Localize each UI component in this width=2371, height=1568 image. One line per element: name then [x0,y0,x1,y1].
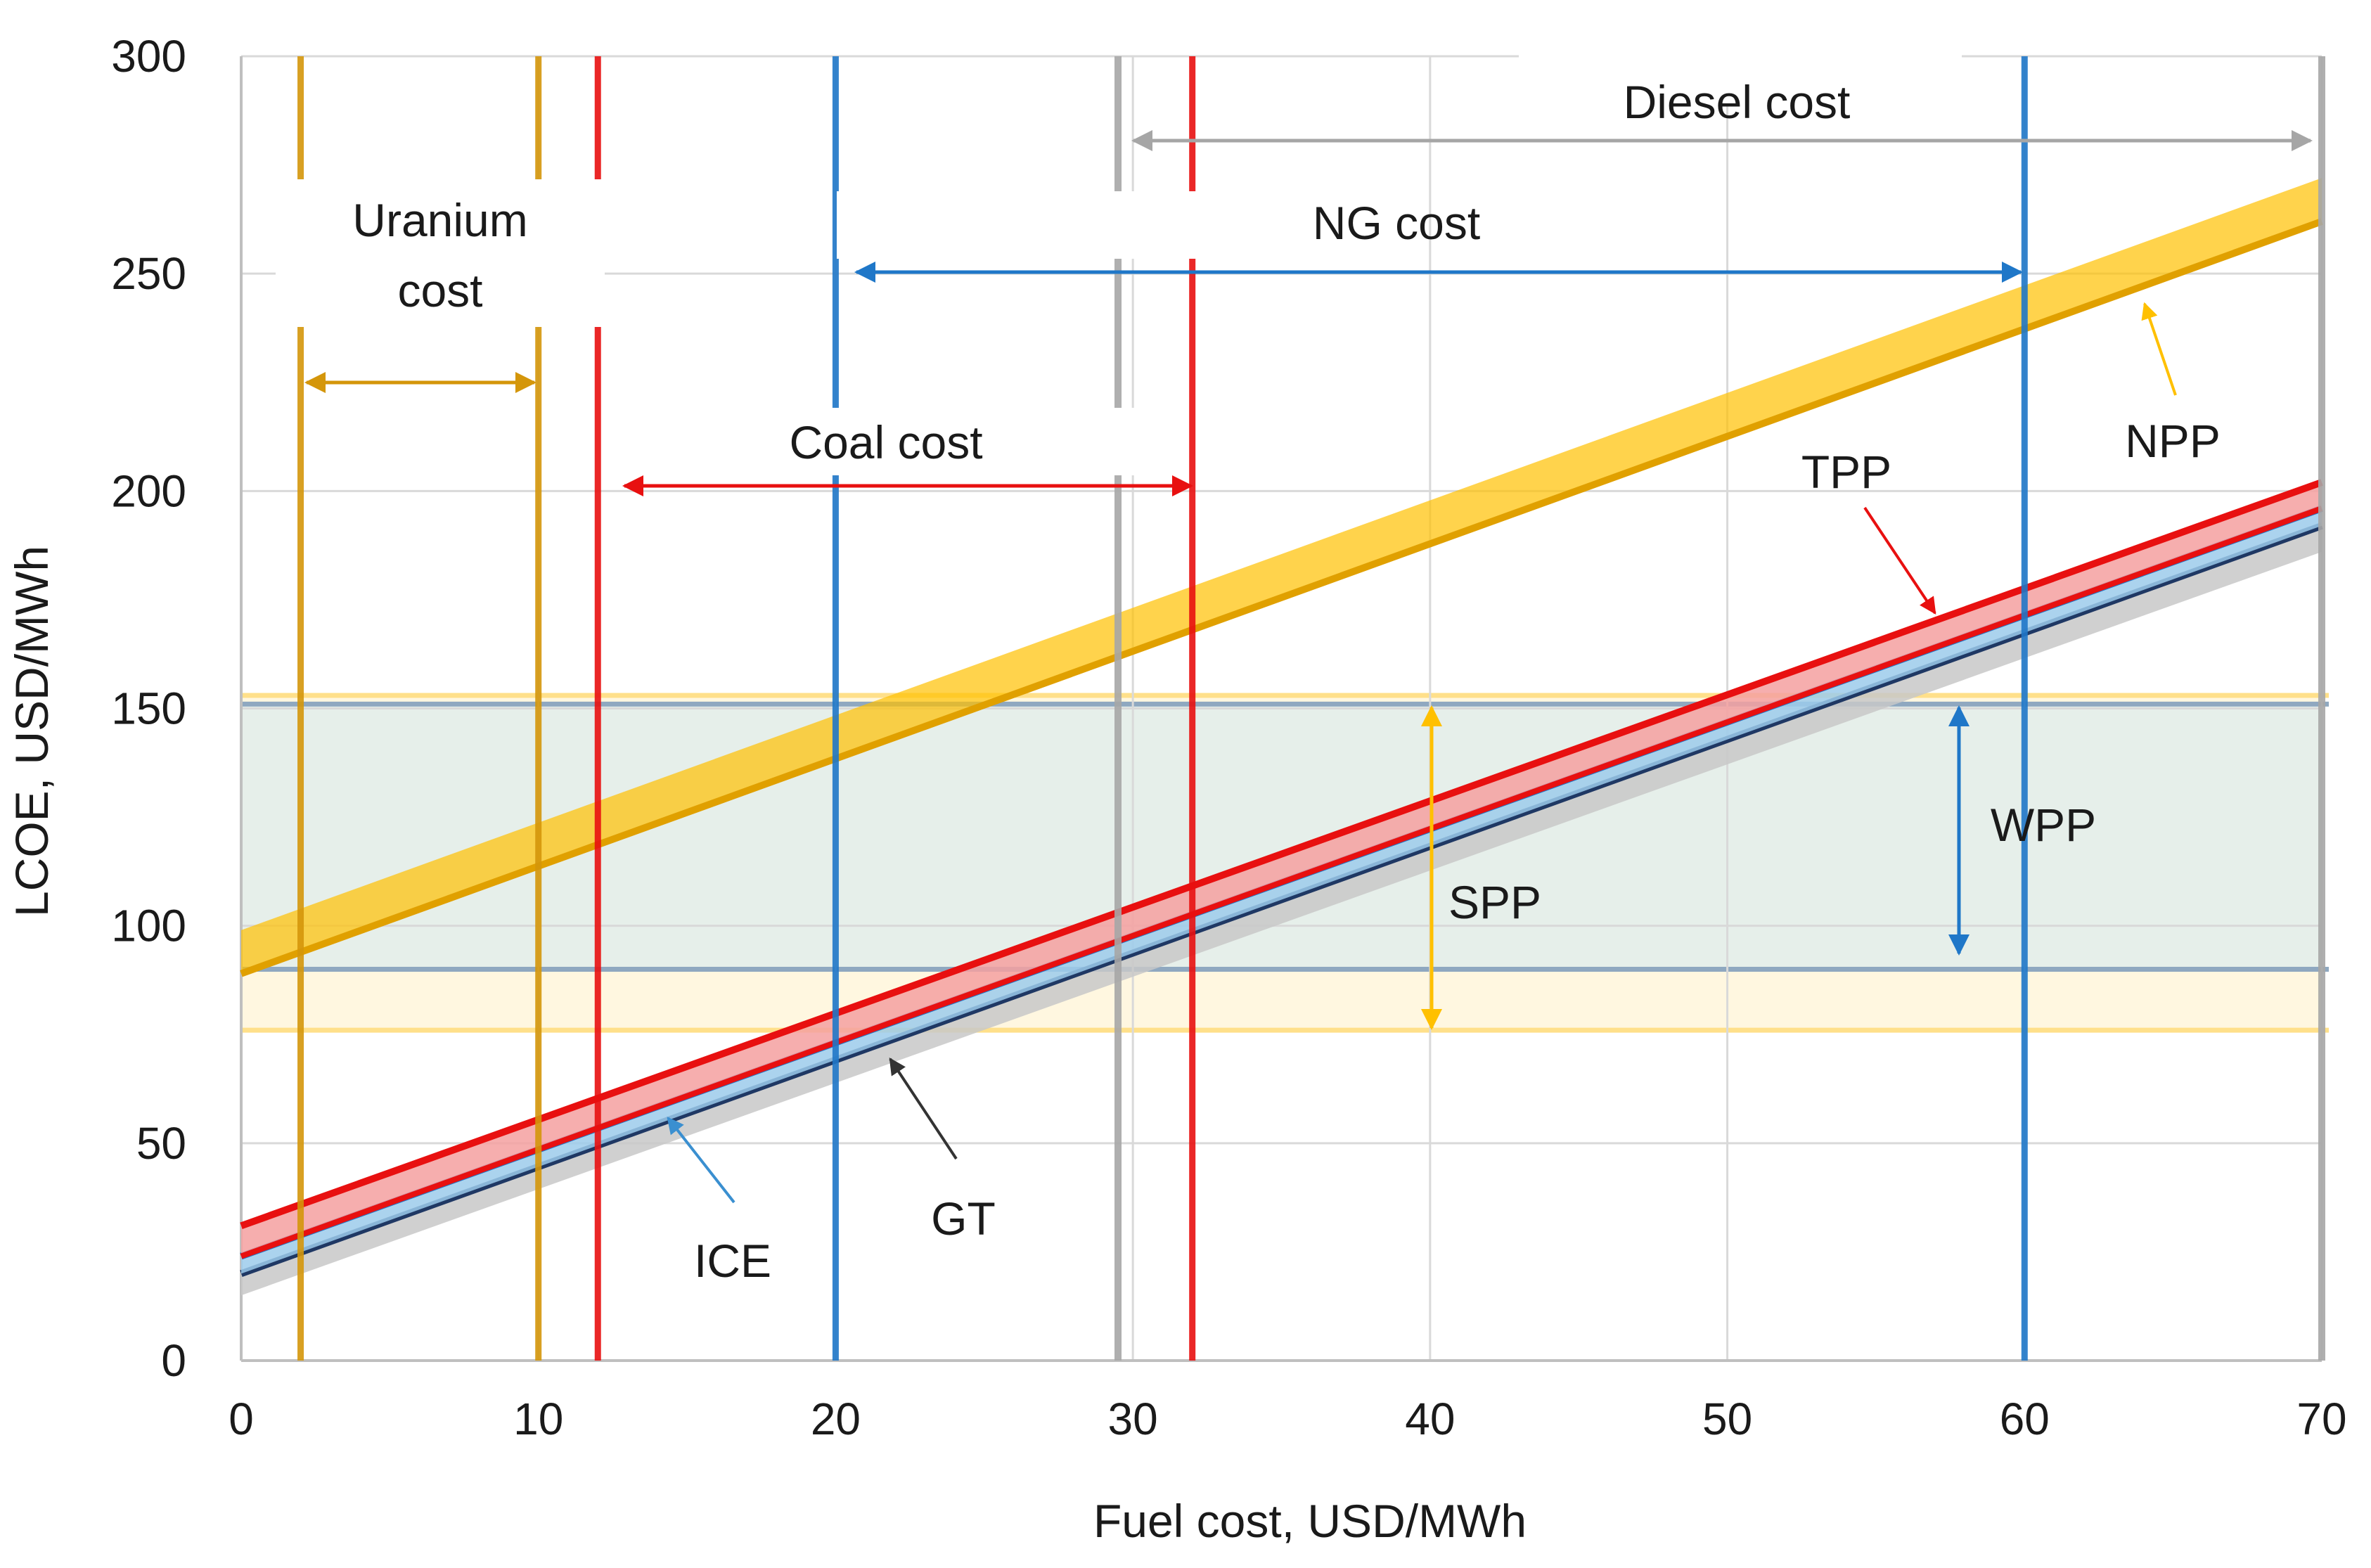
y-axis-title: LCOE, USD/MWh [6,546,58,917]
y-tick-label: 0 [161,1335,186,1386]
x-tick-label: 0 [229,1394,254,1444]
y-tick-label: 100 [111,901,186,951]
annotations: Uranium cost Coal cost NG cost Diesel co… [352,76,2221,1287]
range-arrows [304,130,2313,1030]
wpp-label: WPP [1991,799,2096,851]
x-tick-label: 10 [513,1394,563,1444]
ice-pointer-arrow [667,1117,735,1204]
y-tick-label: 250 [111,248,186,299]
tpp-series-band [241,482,2322,1257]
x-tick-label: 20 [811,1394,861,1444]
uranium-label-line2: cost [397,264,482,316]
npp-series-lower-line [240,218,2323,977]
y-axis: 0 50 100 150 200 250 300 LCOE, USD/MWh [6,31,186,1386]
npp-label: NPP [2125,415,2221,467]
x-tick-label: 60 [2000,1394,2050,1444]
pointer-arrows [667,302,2177,1204]
tpp-series-lower-line [240,506,2323,1259]
uranium-label-background [276,179,605,327]
diesel-label-background [1519,42,1962,104]
coal-label-background [612,408,1174,475]
npp-pointer-arrow [2141,302,2177,396]
tpp-pointer-arrow [1863,506,1936,615]
gt-label: GT [931,1193,996,1245]
bands-layer [241,693,2329,1033]
y-tick-label: 50 [136,1118,186,1169]
x-tick-label: 30 [1108,1394,1158,1444]
npp-series-band [241,178,2322,974]
tpp-label: TPP [1801,446,1891,498]
ice-series-band [241,508,2322,1274]
ng-cost-label: NG cost [1313,197,1480,249]
x-tick-label: 40 [1405,1394,1455,1444]
ice-label: ICE [694,1235,771,1287]
x-axis-title: Fuel cost, USD/MWh [1093,1495,1527,1547]
spp-label: SPP [1448,876,1541,928]
gt-series-band [241,525,2322,1296]
ng-label-background [837,191,1238,259]
x-axis: 0 10 20 30 40 50 60 70 Fuel cost, USD/MW… [229,1394,2346,1547]
x-tick-label: 50 [1702,1394,1752,1444]
gt-pointer-arrow [889,1057,958,1160]
x-tick-label: 70 [2296,1394,2346,1444]
lcoe-series-layer [240,178,2323,1296]
y-tick-label: 300 [111,31,186,82]
diesel-cost-label: Diesel cost [1624,76,1851,128]
uranium-label-line1: Uranium [352,194,527,246]
coal-cost-label: Coal cost [789,416,982,468]
y-tick-label: 150 [111,683,186,734]
tpp-series-upper-line [240,479,2323,1230]
y-tick-label: 200 [111,465,186,516]
